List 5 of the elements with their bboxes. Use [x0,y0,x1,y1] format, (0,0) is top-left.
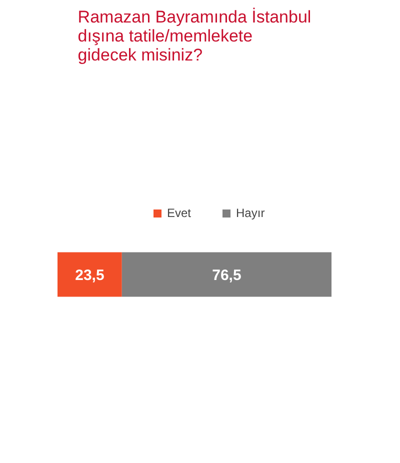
chart-title: Ramazan Bayramında İstanbul dışına tatile/memlekete gidecek misiniz? [78,8,312,64]
data-label: 76,5 [212,267,242,284]
legend-label: Hayır [236,206,265,220]
legend-label: Evet [167,206,192,220]
data-label: 23,5 [75,267,104,284]
